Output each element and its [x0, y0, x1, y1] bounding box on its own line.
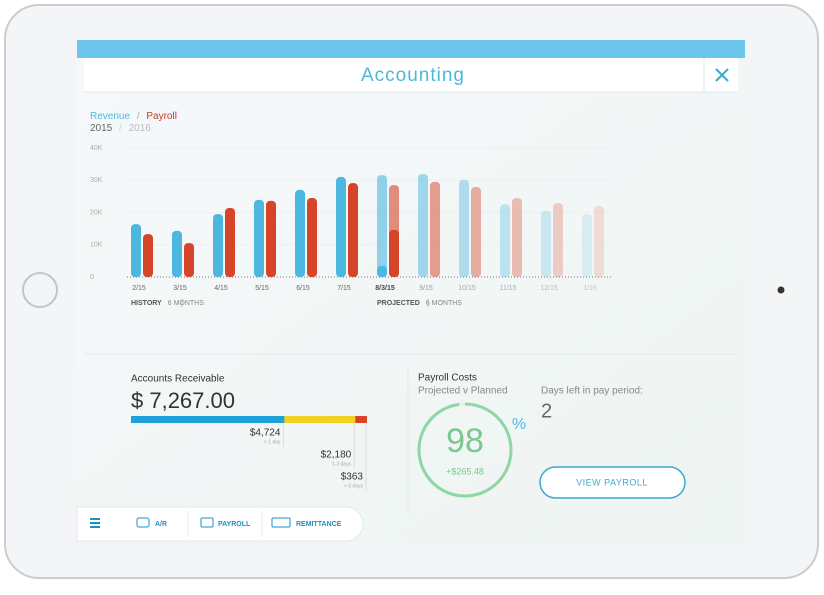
y-tick-label: 0 — [90, 274, 94, 281]
bottom-nav — [76, 506, 364, 542]
legend-separator: / — [137, 111, 140, 122]
x-tick-label: 6/15 — [296, 285, 310, 292]
section-span: 6 MONTHS — [426, 300, 463, 307]
segment-amount: $4,724 — [250, 428, 281, 439]
bar — [254, 199, 264, 277]
y-tick-label: 20K — [90, 209, 103, 216]
receivable-segment — [284, 416, 356, 423]
x-tick-label: 9/15 — [419, 285, 433, 292]
nav-item[interactable]: A/R — [155, 521, 167, 528]
segment-amount: $2,180 — [321, 450, 352, 461]
bar — [594, 206, 604, 277]
top-bar — [77, 40, 745, 58]
x-tick-label: 11/15 — [500, 285, 517, 292]
bar — [459, 179, 469, 277]
gauge-unit: % — [512, 416, 526, 433]
receivable-title: Accounts Receivable — [131, 374, 225, 385]
payroll-title: Payroll Costs — [418, 373, 477, 384]
x-tick-label: 4/15 — [214, 285, 228, 292]
section-name: HISTORY — [131, 300, 162, 307]
y-tick-label: 10K — [90, 242, 103, 249]
bar — [582, 214, 592, 277]
header — [84, 58, 738, 92]
bar — [500, 204, 510, 277]
payroll-subtitle: Projected v Planned — [418, 386, 508, 397]
section-label: PROJECTED 6 MONTHS — [377, 300, 462, 307]
days-value: 2 — [541, 400, 552, 422]
bar — [213, 214, 223, 277]
legend-separator: / — [119, 123, 122, 134]
days-label: Days left in pay period: — [541, 386, 643, 397]
gauge-value: 98 — [446, 422, 484, 460]
bar — [266, 200, 276, 277]
legend-payroll: Payroll — [146, 111, 177, 122]
section-span: 6 MONTHS — [168, 300, 205, 307]
x-tick-label: 2/15 — [132, 285, 146, 292]
gauge-arc — [417, 402, 513, 498]
receivable-total: $ 7,267.00 — [131, 388, 235, 413]
segment-note: < 1 day — [264, 439, 281, 445]
segment-amount: $363 — [341, 472, 364, 483]
receivable-segment — [355, 416, 367, 423]
bar — [430, 181, 440, 277]
button-label[interactable]: VIEW PAYROLL — [576, 477, 648, 487]
bar — [172, 230, 182, 277]
legend-revenue: Revenue — [90, 111, 130, 122]
x-tick-label: 1/16 — [583, 285, 597, 292]
nav-icon[interactable] — [136, 517, 150, 528]
gauge-delta: +$265.48 — [446, 466, 484, 476]
bar — [512, 197, 522, 277]
y-tick-label: 40K — [90, 145, 103, 152]
bar — [541, 210, 551, 277]
legend-years: 2015 / 2016 — [90, 123, 151, 134]
bar — [553, 203, 563, 277]
chart-legend: Revenue / Payroll — [90, 111, 177, 122]
x-tick-label: 3/15 — [173, 285, 187, 292]
x-tick-label: 5/15 — [255, 285, 269, 292]
view-payroll-button[interactable]: VIEW PAYROLL — [539, 466, 686, 499]
bar — [295, 189, 305, 277]
close-button[interactable] — [715, 68, 729, 82]
nav-icon[interactable] — [200, 517, 214, 528]
year: 2015 — [90, 123, 113, 134]
segment-note: 1-3 days — [332, 461, 352, 467]
bar — [143, 234, 153, 277]
bar — [225, 207, 235, 277]
year: 2016 — [129, 123, 152, 134]
y-tick-label: 30K — [90, 177, 103, 184]
partial-bar — [389, 229, 399, 277]
x-tick-label: 7/15 — [337, 285, 351, 292]
bar — [131, 224, 141, 277]
bar — [184, 243, 194, 277]
receivable-segment — [131, 416, 285, 423]
bar — [377, 175, 387, 277]
section-label: HISTORY 6 MONTHS — [131, 300, 204, 307]
bar — [307, 197, 317, 277]
button-shape[interactable] — [539, 466, 686, 499]
camera — [777, 286, 785, 294]
nav-item[interactable]: PAYROLL — [218, 521, 251, 528]
section-name: PROJECTED — [377, 300, 420, 307]
bar — [336, 177, 346, 277]
nav-item[interactable]: REMITTANCE — [296, 521, 342, 528]
bar — [348, 183, 358, 277]
x-tick-label: 8/3/15 — [375, 285, 395, 292]
nav-icon[interactable] — [271, 517, 291, 528]
home-button — [22, 272, 58, 308]
display — [77, 40, 745, 543]
menu-button[interactable] — [90, 518, 100, 528]
bar — [418, 174, 428, 277]
x-tick-label: 10/15 — [458, 285, 476, 292]
app-title: Accounting — [361, 65, 465, 86]
bar — [471, 187, 481, 277]
partial-bar — [377, 266, 387, 277]
x-tick-label: 12/15 — [540, 285, 558, 292]
segment-note: > 3 days — [344, 483, 364, 489]
